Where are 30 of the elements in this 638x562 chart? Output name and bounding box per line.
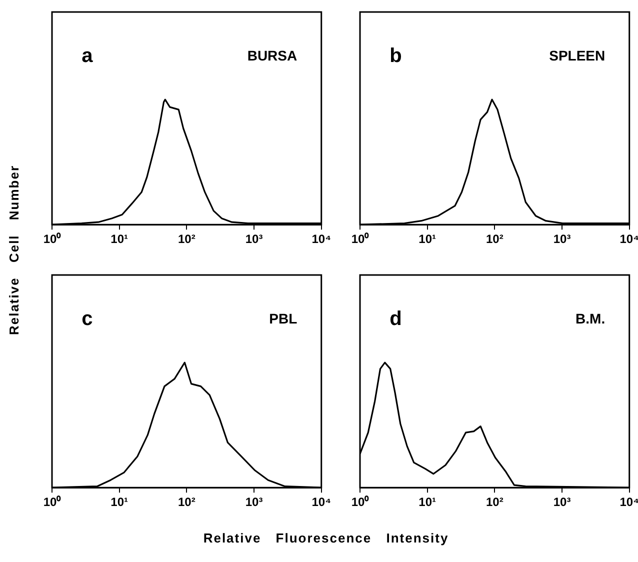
- x-tick-label: 10⁴: [312, 495, 332, 510]
- x-tick-label: 10³: [245, 495, 263, 510]
- text: BURSA: [247, 48, 298, 64]
- x-tick-label: 10²: [486, 495, 504, 510]
- chart-title: a: [82, 45, 94, 68]
- x-tick-label: 10⁴: [312, 232, 332, 246]
- chart-title: d: [390, 308, 402, 330]
- x-tick-label: 10¹: [418, 495, 436, 510]
- chart-title: b: [390, 45, 402, 68]
- text: PBL: [269, 310, 298, 327]
- y-axis-title: Relative Cell Number: [6, 164, 22, 336]
- text: B.M.: [576, 310, 606, 327]
- x-tick-label: 10³: [553, 232, 571, 246]
- x-tick-label: 10⁰: [43, 495, 62, 510]
- x-tick-label: 10⁴: [620, 232, 638, 246]
- x-tick-label: 10⁰: [351, 495, 370, 510]
- x-tick-label: 10⁰: [43, 232, 62, 246]
- x-tick-label: 10⁴: [620, 495, 638, 510]
- x-tick-label: 10²: [178, 495, 196, 510]
- x-tick-label: 10⁰: [351, 232, 370, 246]
- text: SPLEEN: [549, 48, 606, 64]
- x-tick-label: 10²: [178, 232, 196, 246]
- x-axis-title: Relative Fluorescence Intensity: [203, 530, 449, 546]
- x-tick-label: 10³: [553, 495, 571, 510]
- x-tick-label: 10²: [486, 232, 504, 246]
- chart-title: c: [82, 308, 93, 330]
- x-tick-label: 10¹: [110, 495, 128, 510]
- x-tick-label: 10³: [245, 232, 263, 246]
- x-tick-label: 10¹: [418, 232, 436, 246]
- x-tick-label: 10¹: [110, 232, 128, 246]
